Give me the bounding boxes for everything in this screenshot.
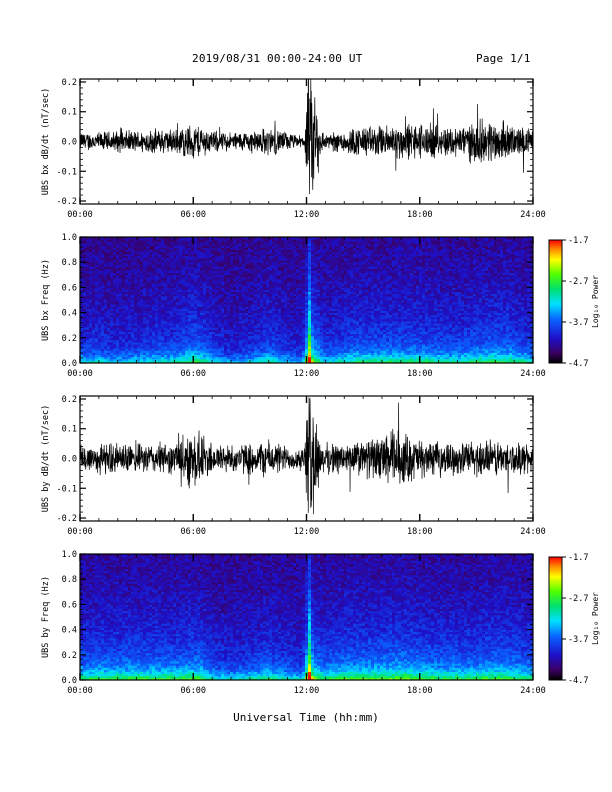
x-tick-label: 18:00 (407, 210, 433, 220)
y-tick-label: -0.2 (57, 197, 77, 207)
y-tick-label: 0.0 (62, 138, 77, 148)
x-tick-label: 12:00 (294, 210, 320, 220)
waveform-series (80, 74, 533, 194)
y-axis-title: UBS bx dB/dt (nT/sec) (41, 88, 51, 195)
x-tick-label: 24:00 (520, 210, 546, 220)
x-tick-label: 00:00 (67, 210, 93, 220)
x-tick-label: 06:00 (180, 210, 206, 220)
waveform-panel-1: 00:00 06:00 12:00 18:00 24:00 -0.2 -0.1 0.0 0.1 0… (41, 74, 546, 220)
spectrogram-panel-2: 00:00 06:00 12:00 18:00 24:000.00.20.40.60.8… (41, 233, 546, 379)
y-tick-label: -0.1 (57, 167, 77, 177)
y-tick-label: 0.2 (62, 78, 77, 88)
y-tick-label: 0.1 (62, 108, 77, 118)
